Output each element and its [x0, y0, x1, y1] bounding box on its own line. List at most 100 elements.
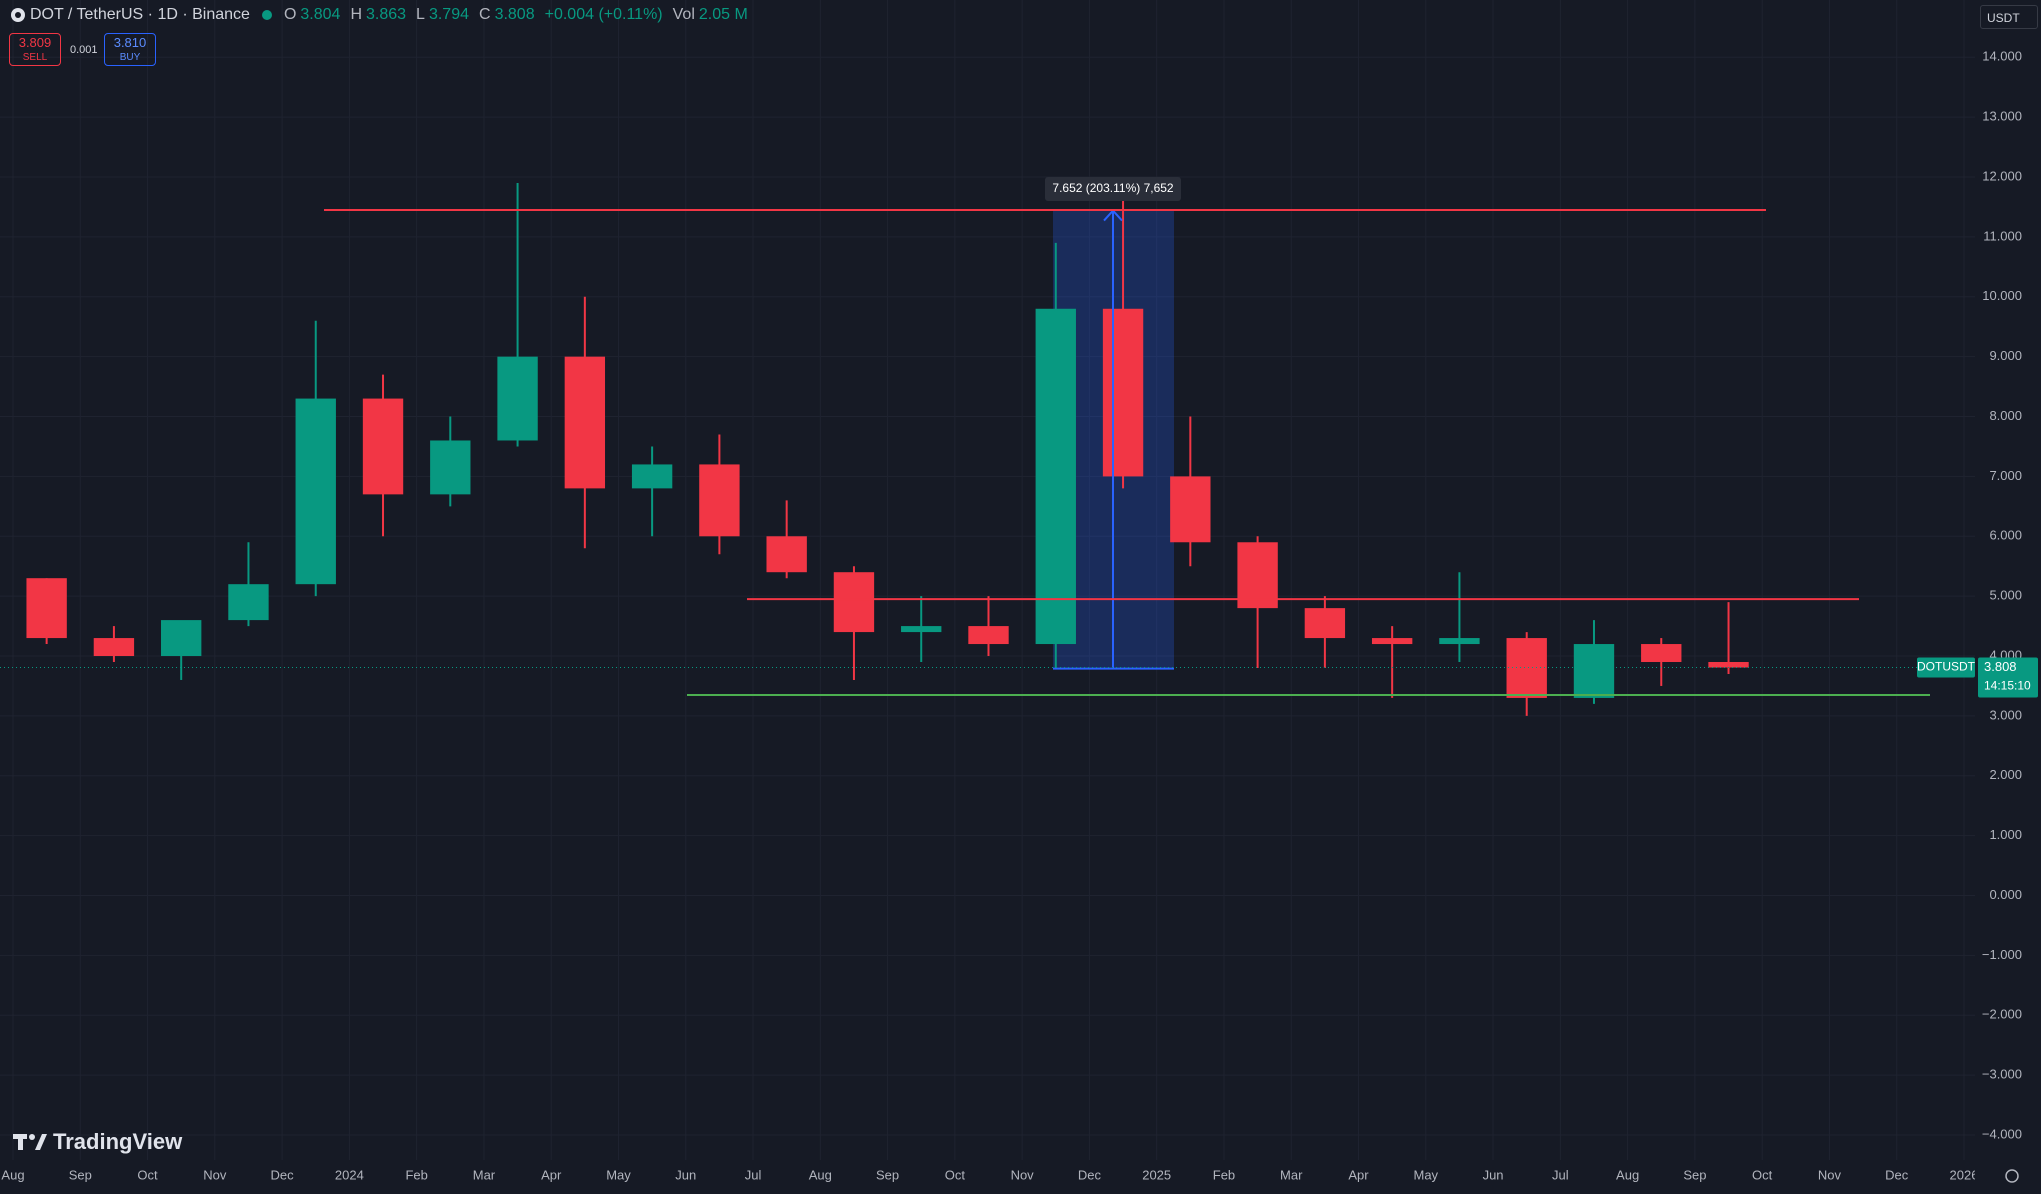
candle-body: [833, 572, 875, 633]
logo: TradingView: [13, 1129, 182, 1155]
x-tick-label: Aug: [1, 1167, 24, 1182]
x-tick-label: Nov: [1011, 1167, 1035, 1182]
x-tick-label: Jul: [1552, 1167, 1569, 1182]
x-tick-label: Oct: [1752, 1167, 1773, 1182]
candle-body: [362, 398, 404, 495]
candle-body: [1371, 638, 1413, 645]
status-dot: [261, 10, 272, 20]
y-tick-label: 0.000: [1989, 887, 2022, 902]
x-tick-label: Aug: [1616, 1167, 1639, 1182]
x-tick-label: Mar: [1280, 1167, 1303, 1182]
candle-body: [901, 626, 942, 633]
symbol-tag: DOTUSDT: [1917, 660, 1976, 674]
ohlc-value: 3.804: [300, 6, 341, 23]
candle-body: [1102, 308, 1144, 477]
ohlc-value: 3.794: [428, 6, 469, 23]
candle-body: [26, 578, 67, 639]
x-tick-label: Aug: [809, 1167, 832, 1182]
candle-body: [228, 584, 269, 621]
y-tick-label: 6.000: [1989, 528, 2022, 543]
change: +0.004 (+0.11%): [544, 6, 663, 23]
ohlc-label: L: [416, 6, 425, 23]
x-tick-label: Dec: [271, 1167, 295, 1182]
symbol-tag-bg: [1917, 657, 1975, 678]
y-tick-label: −4.000: [1982, 1126, 2022, 1141]
candle-body: [1641, 644, 1682, 663]
logo-icon: [13, 1134, 47, 1150]
y-tick-label: −1.000: [1982, 947, 2022, 962]
x-tick-label: Jun: [675, 1167, 696, 1182]
x-tick-label: Dec: [1885, 1167, 1909, 1182]
y-tick-label: 12.000: [1982, 168, 2022, 183]
candle-body: [161, 620, 202, 657]
x-tick-label: Jun: [1483, 1167, 1504, 1182]
y-tick-label: 1.000: [1989, 827, 2022, 842]
currency-selector[interactable]: USDT: [1980, 5, 2038, 29]
measure-label-bg: [1045, 177, 1181, 201]
y-tick-label: −2.000: [1982, 1007, 2022, 1022]
y-tick-label: 5.000: [1989, 588, 2022, 603]
price-timer: 14:15:10: [1984, 679, 2031, 693]
price-axis-panel: [1975, 0, 2041, 1194]
sell-price: 3.809: [18, 35, 52, 50]
candle-body: [1708, 662, 1749, 668]
x-tick-label: Nov: [1818, 1167, 1842, 1182]
candle-body: [1304, 608, 1346, 639]
x-tick-label: Feb: [1213, 1167, 1235, 1182]
sell-label: SELL: [22, 52, 48, 63]
price-tag-bg: [1978, 657, 2038, 698]
candle-body: [1170, 476, 1211, 543]
y-tick-label: 8.000: [1989, 408, 2022, 423]
x-tick-label: 2025: [1142, 1167, 1171, 1182]
x-tick-label: May: [1414, 1167, 1439, 1182]
candle-body: [1035, 308, 1076, 645]
x-tick-label: Sep: [69, 1167, 92, 1182]
y-tick-label: 13.000: [1982, 109, 2022, 124]
x-tick-label: Sep: [876, 1167, 899, 1182]
x-tick-label: May: [606, 1167, 631, 1182]
candle-body: [631, 464, 673, 489]
candle-body: [93, 638, 135, 657]
x-tick-label: 2024: [335, 1167, 364, 1182]
volume-label: Vol: [672, 6, 695, 23]
candle-body: [1573, 644, 1615, 698]
x-tick-label: Nov: [203, 1167, 227, 1182]
candle-body: [968, 626, 1009, 645]
y-tick-label: 3.000: [1989, 707, 2022, 722]
x-tick-label: Feb: [405, 1167, 427, 1182]
volume: 2.05 M: [698, 6, 748, 23]
sell-button[interactable]: 3.809 SELL: [9, 33, 61, 66]
candle-body: [1237, 542, 1278, 609]
x-tick-label: Oct: [137, 1167, 158, 1182]
x-tick-label: 2026: [1950, 1167, 1979, 1182]
x-tick-label: Sep: [1683, 1167, 1706, 1182]
y-tick-label: −3.000: [1982, 1067, 2022, 1082]
logo-text: TradingView: [53, 1129, 183, 1154]
price-tag: 3.808: [1984, 659, 2017, 674]
x-tick-label: Apr: [541, 1167, 562, 1182]
candle-body: [766, 536, 807, 573]
candle-body: [497, 356, 538, 441]
spread: 0.001: [70, 44, 98, 56]
ohlc-label: O: [283, 6, 297, 23]
y-tick-label: 11.000: [1983, 228, 2022, 243]
ohlc-label: H: [350, 6, 362, 23]
measure-label: 7.652 (203.11%) 7,652: [1052, 181, 1174, 195]
y-tick-label: 7.000: [1989, 468, 2022, 483]
legend-header: DOT / TetherUS · 1D · Binance O 3.804 H 3.…: [10, 6, 754, 24]
x-tick-label: Jul: [745, 1167, 762, 1182]
candle-body: [1439, 638, 1480, 645]
buy-price: 3.810: [113, 35, 147, 50]
y-tick-label: 9.000: [1989, 348, 2022, 363]
y-tick-label: 10.000: [1982, 288, 2022, 303]
buy-button[interactable]: 3.810 BUY: [104, 33, 156, 66]
ohlc-value: 3.808: [494, 6, 535, 23]
ohlc-label: C: [479, 6, 491, 23]
x-tick-label: Dec: [1078, 1167, 1102, 1182]
y-tick-label: 14.000: [1982, 49, 2022, 64]
settings-icon: [2005, 1169, 2019, 1183]
y-tick-label: 2.000: [1989, 767, 2022, 782]
buy-label: BUY: [119, 52, 141, 63]
candle-body: [699, 464, 740, 537]
